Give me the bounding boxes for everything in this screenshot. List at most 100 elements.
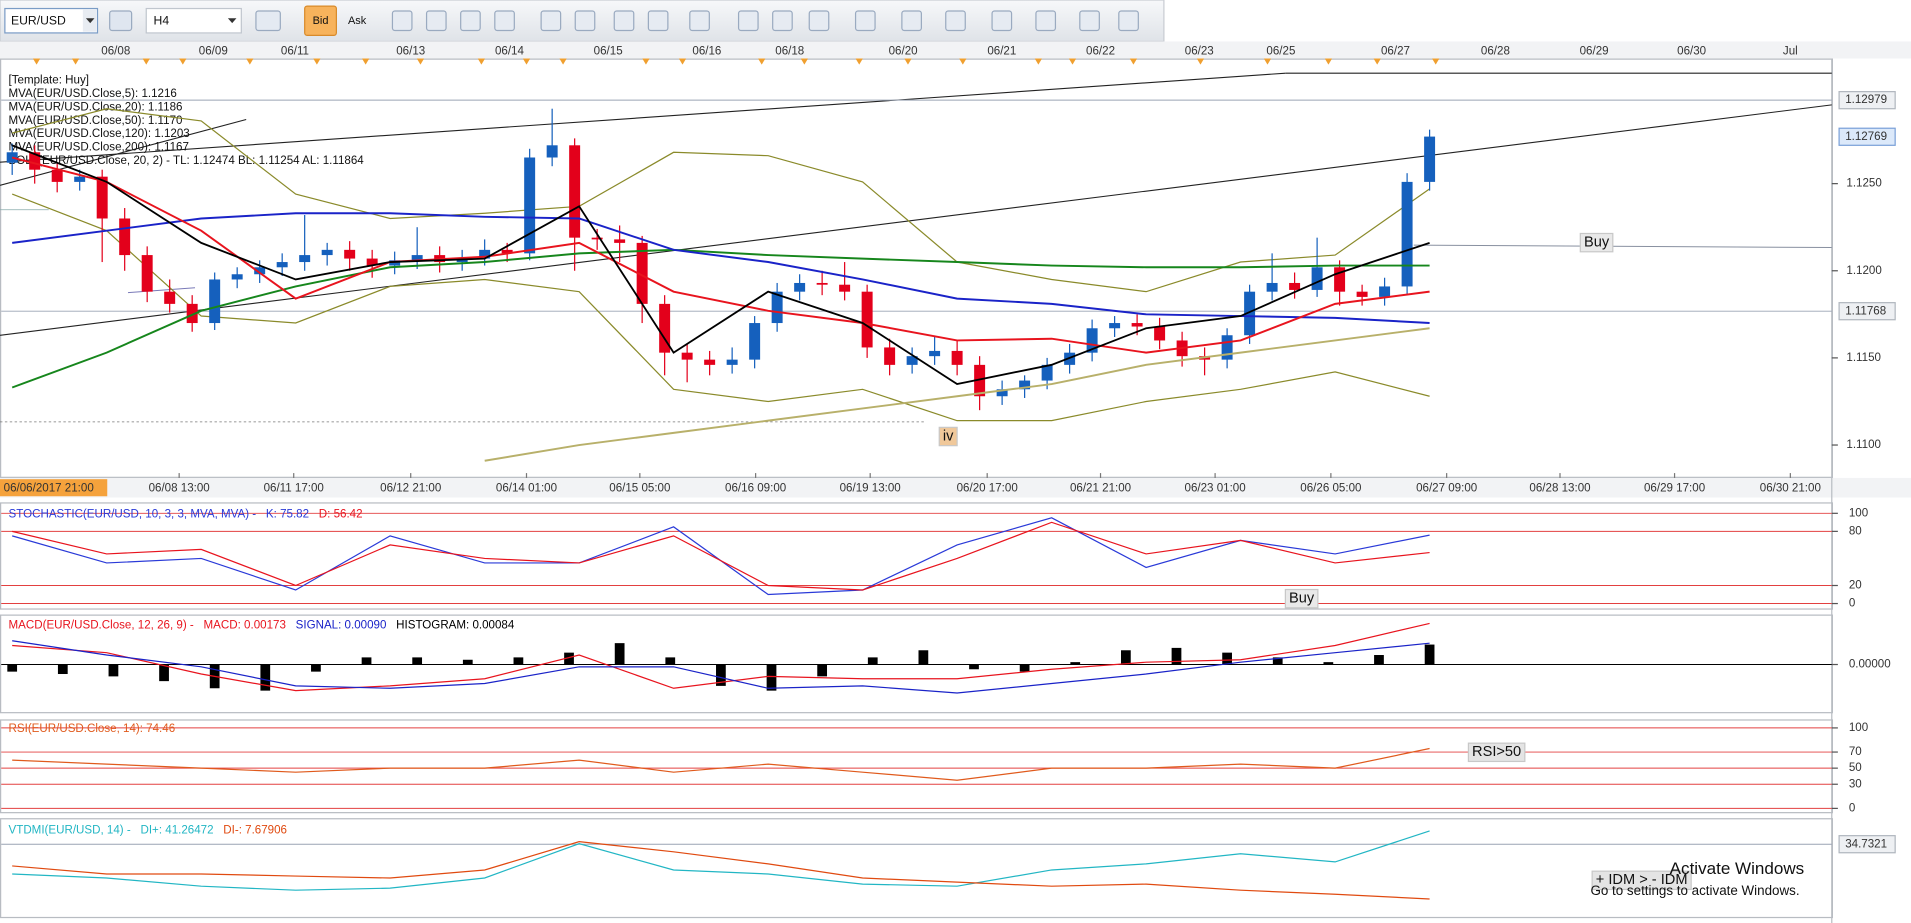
tool-icon[interactable] xyxy=(255,10,281,32)
tool-icon[interactable] xyxy=(391,10,413,32)
tool-icon[interactable] xyxy=(425,10,447,32)
candle-body xyxy=(861,291,873,348)
bottom-time-label: 06/14 01:00 xyxy=(496,482,557,494)
tool-icon[interactable] xyxy=(540,10,562,32)
candle-body xyxy=(254,267,266,275)
candle-body xyxy=(366,258,378,266)
tool-icon[interactable] xyxy=(808,10,830,32)
bottom-time-label: 06/19 13:00 xyxy=(840,482,901,494)
annotation-box[interactable] xyxy=(1591,870,1692,891)
y-tick-label: 70 xyxy=(1849,746,1862,758)
candle-body xyxy=(1244,291,1256,336)
annotation[interactable]: RSI>50 xyxy=(1472,744,1521,760)
tool-icon[interactable] xyxy=(109,10,133,32)
tool-icon[interactable] xyxy=(991,10,1013,32)
tool-icon[interactable] xyxy=(613,10,635,32)
pane-title: VTDMI(EUR/USD, 14) - xyxy=(9,824,131,836)
session-marker xyxy=(1432,58,1440,65)
histogram-bar xyxy=(462,659,473,665)
candle-body xyxy=(119,218,131,256)
session-marker xyxy=(1373,58,1381,65)
bottom-time-label: 06/16 09:00 xyxy=(725,482,786,494)
histogram-bar xyxy=(1374,655,1384,665)
histogram-bar xyxy=(918,650,929,665)
tool-icon[interactable] xyxy=(1118,10,1139,32)
bottom-time-label: 06/11 17:00 xyxy=(264,482,324,494)
candle-body xyxy=(186,303,198,324)
candle-body xyxy=(141,255,153,292)
y-tick-label: 0 xyxy=(1849,802,1855,814)
top-time-label: 06/21 xyxy=(987,45,1016,57)
y-tick-label: 1.1250 xyxy=(1846,178,1881,190)
candle-body xyxy=(51,169,63,182)
y-tick-label: 1.1150 xyxy=(1846,352,1881,364)
watermark-subtitle: Go to settings to activate Windows. xyxy=(1590,883,1799,898)
trendline[interactable] xyxy=(0,104,1832,336)
histogram-bar xyxy=(361,657,372,665)
top-time-label: 06/14 xyxy=(495,45,525,57)
histogram-bar xyxy=(513,657,524,665)
tool-icon[interactable] xyxy=(1035,10,1057,32)
candle-body xyxy=(299,255,311,263)
timeframe[interactable]: H4 xyxy=(154,14,170,28)
candle-body xyxy=(996,389,1008,397)
tool-icon[interactable] xyxy=(901,10,922,32)
annotation-box[interactable] xyxy=(1579,232,1614,253)
candle-body xyxy=(321,249,333,256)
tool-icon[interactable] xyxy=(772,10,793,32)
tool-icon[interactable] xyxy=(460,10,481,32)
symbol-box[interactable] xyxy=(4,7,99,34)
tool-icon[interactable] xyxy=(737,10,759,32)
tool-icon[interactable] xyxy=(647,10,669,32)
bid-label[interactable]: Bid xyxy=(313,15,329,27)
trendline[interactable] xyxy=(0,72,1286,163)
trendline[interactable] xyxy=(0,118,247,186)
annotation[interactable]: + IDM > - IDM xyxy=(1596,872,1688,888)
annotation-box[interactable] xyxy=(1467,742,1526,763)
tool-icon[interactable] xyxy=(854,10,876,32)
buy-line[interactable] xyxy=(1413,244,1832,249)
histogram-bar xyxy=(108,664,119,677)
tool-icon[interactable] xyxy=(494,10,515,32)
candle-body xyxy=(1131,323,1143,327)
annotation[interactable]: iv xyxy=(943,428,954,444)
histogram-bar xyxy=(867,657,878,665)
candle-body xyxy=(479,249,491,259)
trendline[interactable] xyxy=(127,287,196,294)
candle-body xyxy=(839,284,851,292)
tool-icon[interactable] xyxy=(574,10,596,32)
bottom-time-label: 06/23 01:00 xyxy=(1185,482,1246,494)
stochastic-pane xyxy=(0,502,1833,610)
y-tick-label: 0 xyxy=(1849,598,1855,610)
tool-icon[interactable] xyxy=(689,10,710,32)
bottom-time-label: 06/06/2017 21:00 xyxy=(4,482,94,494)
top-time-label: 06/16 xyxy=(692,45,721,57)
symbol[interactable]: EUR/USD xyxy=(11,14,66,28)
annotation[interactable]: Buy xyxy=(1289,591,1315,607)
level-label: 34.7321 xyxy=(1845,838,1887,850)
legend-entry: MVA(EUR/USD.Close,5): 1.1216 xyxy=(9,88,177,100)
histogram-bar xyxy=(1222,652,1232,665)
annotation[interactable]: Buy xyxy=(1584,234,1610,250)
session-marker xyxy=(855,58,863,65)
annotation-box[interactable] xyxy=(938,426,958,447)
top-time-label: 06/28 xyxy=(1481,45,1510,57)
timeframe-box[interactable] xyxy=(145,7,242,34)
tool-icon[interactable] xyxy=(945,10,966,32)
band-upper xyxy=(12,108,1430,293)
candle-body xyxy=(974,364,986,397)
ask-label[interactable]: Ask xyxy=(348,15,367,27)
legend-entry: MVA(EUR/USD.Close,200): 1.1167 xyxy=(9,142,189,154)
moving-average xyxy=(12,212,1430,324)
dropdown-arrow xyxy=(85,18,95,24)
histogram-bar xyxy=(57,664,68,675)
session-marker xyxy=(1129,58,1138,65)
legend-entry: K: 75.82 xyxy=(266,509,309,521)
histogram-bar xyxy=(716,664,726,686)
annotation-box[interactable] xyxy=(1284,588,1319,609)
tool-icon[interactable] xyxy=(1079,10,1100,32)
session-marker xyxy=(642,58,650,65)
bid-button[interactable] xyxy=(304,5,337,36)
top-time-label: 06/22 xyxy=(1086,45,1115,57)
y-tick-label: 30 xyxy=(1849,778,1862,790)
